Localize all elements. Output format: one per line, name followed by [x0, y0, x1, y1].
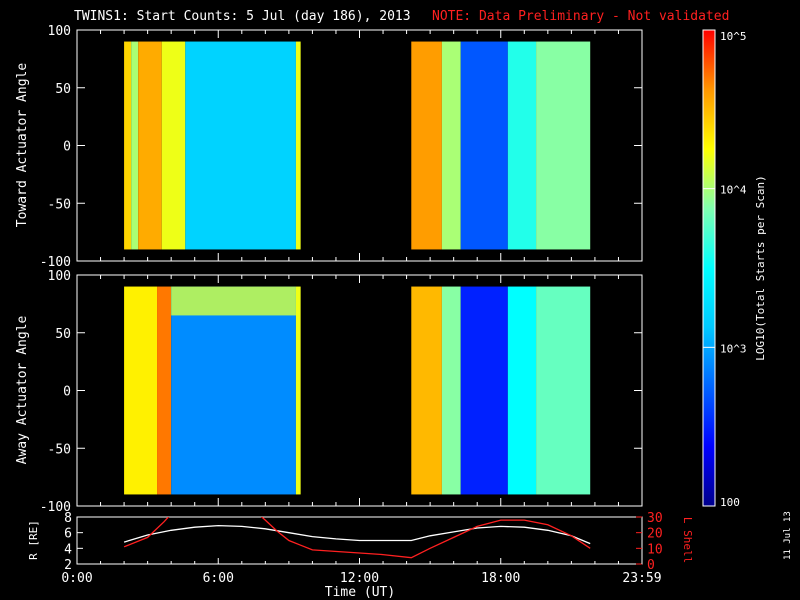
heatmap-column: [460, 41, 508, 250]
ytick-label: 50: [55, 327, 71, 342]
heatmap-column: [507, 286, 537, 495]
colorbar-tick-label: 10^4: [720, 184, 747, 197]
ytick-label: 0: [63, 140, 71, 155]
xtick-label: 18:00: [481, 571, 520, 586]
xtick-label: 12:00: [340, 571, 379, 586]
xtick-label: 23:59: [622, 571, 661, 586]
colorbar-label: LOG10(Total Starts per Scan): [754, 175, 767, 360]
heatmap-column: [295, 286, 301, 495]
ylabel-away: Away Actuator Angle: [15, 315, 30, 464]
ytick-label-right: 10: [647, 542, 663, 557]
heatmap-column: [131, 41, 139, 250]
ytick-label-right: 20: [647, 527, 663, 542]
heatmap-away: [124, 286, 591, 495]
heatmap-column: [124, 286, 158, 495]
panel-away: 100 50 0 -50 -100 Away Actuator Angle: [15, 269, 643, 515]
ytick-label: 100: [48, 24, 71, 39]
orbit-lines: [123, 517, 591, 559]
panel-away-axes: 100 50 0 -50 -100: [40, 269, 643, 515]
xtick-label: 6:00: [203, 571, 234, 586]
ytick-label: 4: [64, 542, 72, 557]
ylabel-radius: R [RE]: [27, 520, 40, 560]
heatmap-column: [460, 286, 508, 495]
ytick-label: 2: [64, 558, 72, 573]
colorbar-gradient: [702, 29, 716, 507]
heatmap-column: [536, 286, 591, 495]
heatmap-column: [536, 41, 591, 250]
heatmap-column: [171, 286, 296, 495]
panel-toward-axes: 100 50 0 -50 -100: [40, 24, 643, 270]
ytick-label: 0: [63, 385, 71, 400]
heatmap-column: [124, 41, 132, 250]
heatmap-column: [441, 286, 461, 495]
ytick-label: -50: [48, 442, 71, 457]
chart-title: TWINS1: Start Counts: 5 Jul (day 186), 2…: [74, 9, 411, 24]
heatmap-band: [171, 286, 296, 316]
ylabel-toward: Toward Actuator Angle: [15, 63, 30, 228]
date-stamp: 11 Jul 13: [783, 511, 793, 560]
ytick-label: 6: [64, 527, 72, 542]
ytick-label: 100: [48, 269, 71, 284]
colorbar: 10^5 10^4 10^3 100 LOG10(Total Starts per S…: [702, 29, 767, 509]
time-axis-ticks: 0:00 6:00 12:00 18:00 23:59: [61, 571, 661, 586]
ytick-label-right: 30: [647, 511, 663, 526]
preliminary-note: NOTE: Data Preliminary - Not validated: [432, 9, 729, 24]
xtick-label: 0:00: [61, 571, 92, 586]
panel-toward: 100 50 0 -50 -100 Toward Actuator Angle: [15, 24, 643, 270]
ytick-label: -100: [40, 255, 71, 270]
ytick-label: -100: [40, 500, 71, 515]
colorbar-tick-label: 10^5: [720, 30, 747, 43]
heatmap-column: [161, 41, 186, 250]
heatmap-column: [507, 41, 537, 250]
colorbar-tick-label: 10^3: [720, 342, 747, 355]
ylabel-lshell: L Shell: [681, 517, 694, 563]
ytick-label: 50: [55, 82, 71, 97]
heatmap-column: [295, 41, 301, 250]
lshell-line: [123, 517, 591, 559]
heatmap-column: [185, 41, 296, 250]
xlabel-time: Time (UT): [325, 585, 395, 600]
ytick-label-right: 0: [647, 558, 655, 573]
heatmap-toward: [124, 41, 591, 250]
heatmap-column: [411, 41, 442, 250]
heatmap-column: [441, 41, 461, 250]
heatmap-column: [411, 286, 442, 495]
colorbar-ticks: 10^5 10^4 10^3 100: [703, 29, 747, 509]
radius-line: [123, 524, 591, 545]
ytick-label: 8: [64, 511, 72, 526]
heatmap-column: [138, 41, 162, 250]
heatmap-column: [157, 286, 172, 495]
colorbar-tick-label: 100: [720, 496, 740, 509]
ytick-label: -50: [48, 197, 71, 212]
